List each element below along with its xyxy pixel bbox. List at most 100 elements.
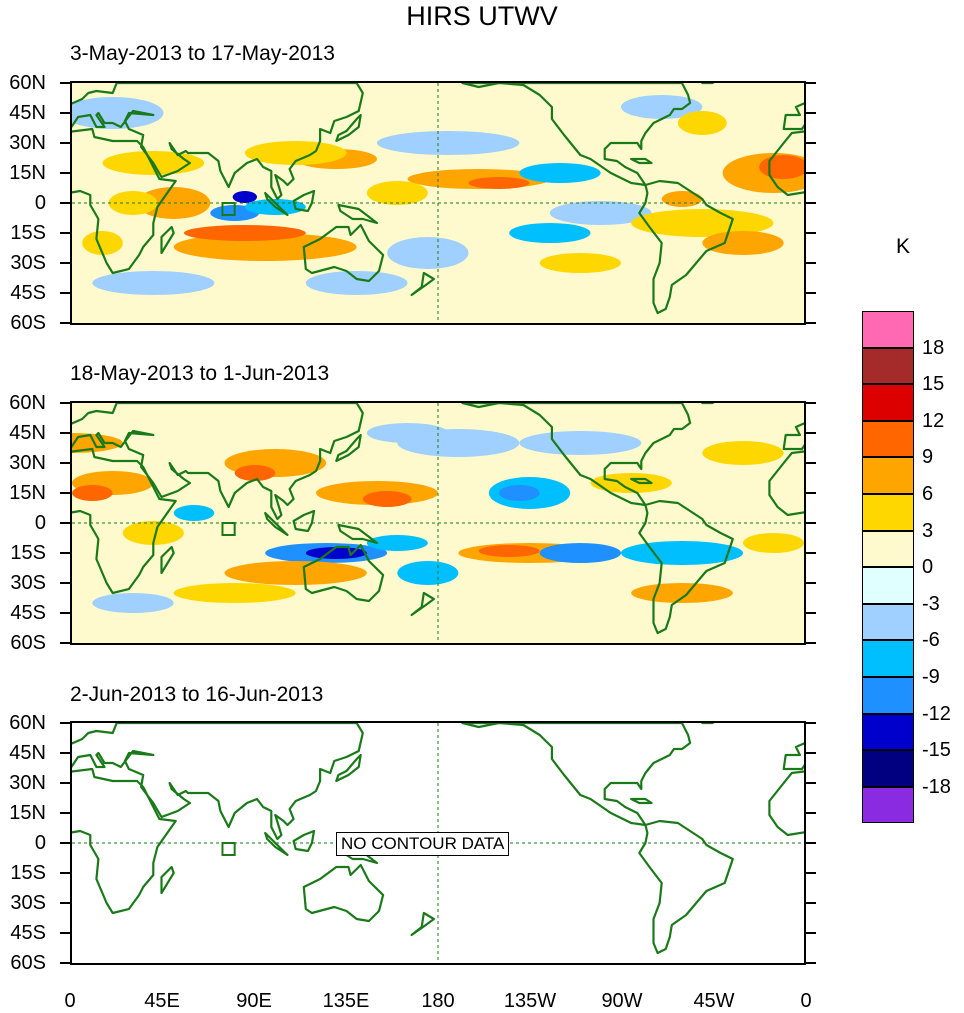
lat-tick (806, 432, 816, 434)
anomaly-contour (631, 583, 733, 603)
coastline-europe-asia (72, 723, 364, 841)
anomaly-contour (377, 131, 520, 155)
lat-tick (60, 172, 70, 174)
colorbar-swatch (862, 603, 914, 641)
anomaly-contour (661, 191, 703, 207)
lat-tick-label: 0 (34, 512, 46, 534)
lat-tick-label: 60N (9, 72, 46, 94)
coastline-cuba (630, 477, 653, 485)
lat-tick (806, 722, 816, 724)
lat-tick-label: 60N (9, 392, 46, 414)
anomaly-contour (499, 485, 540, 501)
lat-tick-label: 30S (10, 892, 46, 914)
lat-tick (806, 462, 816, 464)
coastline-europe-asia (72, 83, 364, 201)
lat-tick (806, 292, 816, 294)
panel-2-title: 18-May-2013 to 1-Jun-2013 (70, 362, 330, 385)
coastline-newguinea (337, 523, 379, 545)
map-svg (72, 83, 804, 323)
lat-tick-label: 30N (9, 772, 46, 794)
coastline-madagascar (160, 865, 175, 895)
colorbar-label: -6 (922, 629, 940, 652)
coastline-south-america (638, 499, 734, 635)
colorbar-label: -9 (922, 666, 940, 688)
colorbar-label: 12 (922, 409, 945, 432)
lon-tick-label: 135E (322, 990, 370, 1012)
anomaly-contour (366, 535, 428, 551)
anomaly-contour (305, 547, 367, 559)
colorbar-label: 9 (922, 446, 934, 469)
lon-tick-label: 0 (800, 990, 812, 1012)
anomaly-contour (702, 231, 784, 255)
lat-tick (806, 782, 816, 784)
colorbar-label: -18 (922, 775, 951, 798)
anomaly-contour (539, 543, 621, 563)
lat-tick (60, 432, 70, 434)
colorbar-label: -12 (922, 702, 951, 725)
lat-tick-label: 45S (10, 922, 46, 944)
anomaly-contour (122, 521, 184, 545)
colorbar-swatch (862, 457, 914, 494)
lat-tick-label: 60S (10, 952, 46, 974)
colorbar-swatch (862, 567, 914, 604)
map-svg (72, 403, 804, 643)
anomaly-contour (743, 533, 804, 553)
lat-tick (806, 172, 816, 174)
anomaly-contour (468, 177, 530, 189)
coastline-africa (72, 447, 177, 595)
anomaly-contour (72, 97, 164, 129)
lat-tick-label: 0 (34, 192, 46, 214)
anomaly-contour (92, 593, 174, 613)
lat-tick (806, 202, 816, 204)
lat-tick (60, 112, 70, 114)
region-box (221, 842, 236, 856)
anomaly-contour (590, 473, 672, 493)
anomaly-contour (519, 163, 601, 183)
lat-tick (60, 292, 70, 294)
lat-tick (806, 82, 816, 84)
lat-tick (806, 812, 816, 814)
anomaly-contour (519, 431, 642, 455)
coastline-borneo (292, 509, 316, 533)
coastline-cuba (630, 797, 653, 805)
colorbar-swatch (862, 420, 914, 458)
coastline-africa (72, 767, 177, 915)
lat-tick (806, 962, 816, 964)
lat-tick (806, 752, 816, 754)
colorbar-swatch (862, 640, 914, 677)
colorbar-label: 18 (922, 336, 945, 359)
lat-tick (60, 872, 70, 874)
colorbar-swatch (862, 384, 914, 421)
lat-tick (60, 902, 70, 904)
lat-tick (806, 522, 816, 524)
lat-tick (60, 262, 70, 264)
coastline-sumatra (264, 831, 289, 857)
lat-tick (60, 492, 70, 494)
lat-tick (806, 872, 816, 874)
coastline-north-america (461, 403, 692, 507)
lon-tick-label: 45W (693, 990, 735, 1012)
coastline-sumatra (264, 511, 289, 537)
lon-tick-label: 0 (64, 990, 76, 1012)
colorbar-label: 15 (922, 373, 945, 396)
lat-tick-label: 30S (10, 252, 46, 274)
lat-tick (60, 322, 70, 324)
anomaly-contour (366, 423, 449, 443)
colorbar-swatch (862, 750, 914, 787)
anomaly-contour (397, 561, 459, 585)
anomaly-contour (92, 271, 215, 295)
coastline-north-america (461, 723, 692, 827)
lat-tick (806, 842, 816, 844)
lat-tick (60, 842, 70, 844)
coastline-north-america (461, 83, 692, 187)
lat-tick-label: 45N (9, 742, 46, 764)
map-panel-1 (70, 81, 806, 325)
coastline-nz (410, 911, 435, 937)
lat-tick (60, 962, 70, 964)
lat-tick (60, 462, 70, 464)
colorbar-swatch (862, 311, 914, 348)
lat-tick (806, 402, 816, 404)
lon-tick-label: 135W (503, 990, 557, 1012)
coastline-europe-asia (782, 742, 804, 771)
colorbar-swatch (862, 530, 914, 568)
